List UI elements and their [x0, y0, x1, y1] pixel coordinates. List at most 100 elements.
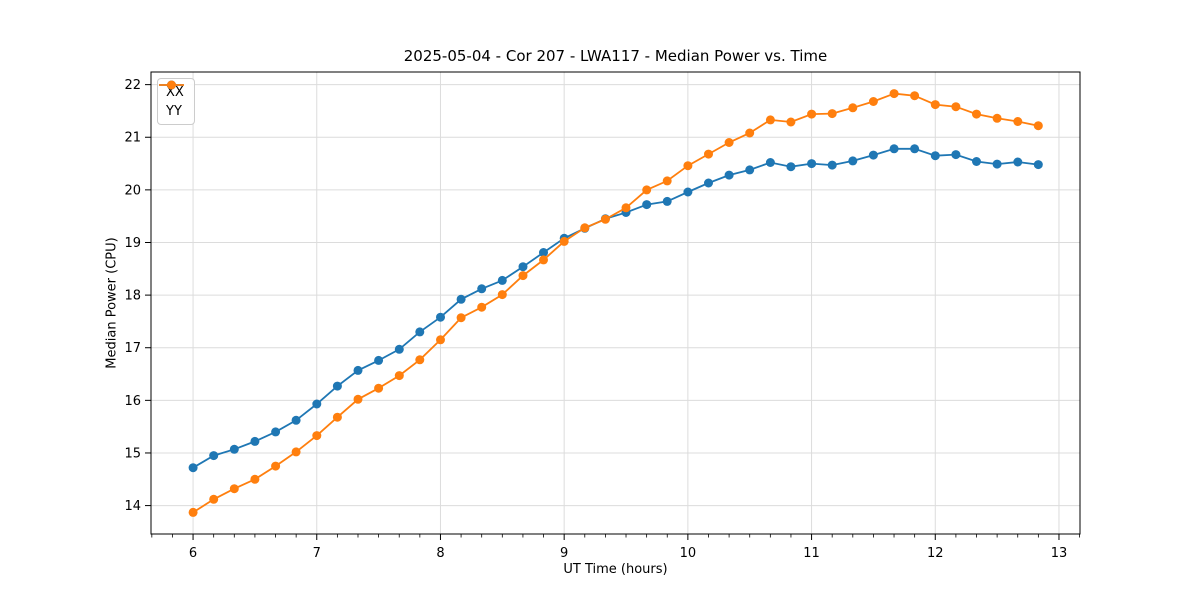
series-xx-marker: [662, 196, 672, 206]
y-tick-label: 15: [124, 446, 141, 461]
series-xx-marker: [271, 427, 281, 437]
series-xx-marker: [807, 159, 817, 169]
series-yy-marker: [972, 109, 981, 119]
y-tick-label: 17: [124, 341, 141, 356]
series-yy-marker: [704, 149, 713, 159]
series-xx-marker: [786, 162, 796, 172]
series-xx-marker: [683, 187, 693, 197]
series-xx-marker: [436, 312, 445, 322]
series-xx-marker: [910, 144, 920, 154]
series-yy-marker: [1033, 121, 1043, 131]
series-xx-marker: [827, 160, 837, 170]
legend-label: YY: [166, 103, 182, 119]
series-yy-marker: [456, 313, 466, 323]
series-xx-marker: [209, 451, 219, 461]
legend-item-yy: YY: [159, 80, 184, 119]
series-yy-marker: [477, 302, 487, 312]
series-xx-marker: [930, 151, 940, 161]
series-xx-marker: [497, 275, 507, 285]
y-tick-label: 18: [124, 289, 141, 304]
series-xx-marker: [188, 463, 198, 473]
series-yy-marker: [930, 100, 940, 110]
series-xx-line: [192, 147, 1039, 469]
series-xx-marker: [312, 399, 322, 409]
x-tick-label: 8: [436, 546, 444, 561]
y-tick-label: 16: [124, 394, 141, 409]
series-yy-marker: [724, 138, 734, 147]
series-xx-marker: [291, 415, 301, 425]
series-xx-marker: [868, 150, 878, 160]
series-yy-marker: [312, 431, 322, 441]
series-yy-marker: [518, 271, 528, 281]
series-yy-marker: [209, 494, 219, 504]
series-yy-marker: [1013, 117, 1023, 126]
series-xx-marker: [724, 170, 734, 180]
y-axis-label: Median Power (CPU): [104, 237, 120, 369]
series-yy-marker: [868, 97, 878, 106]
series-yy-marker: [436, 335, 445, 345]
series-yy-marker: [662, 176, 672, 186]
series-xx-marker: [332, 381, 342, 391]
y-tick-label: 22: [124, 78, 141, 93]
series-yy-marker: [188, 507, 198, 517]
series-yy-marker: [807, 109, 817, 119]
series-yy-marker: [580, 223, 590, 233]
series-yy-marker: [786, 117, 796, 127]
series-yy-marker: [271, 461, 281, 471]
series-yy-marker: [848, 103, 858, 113]
y-tick-label: 20: [124, 183, 141, 198]
series-yy-marker: [250, 474, 260, 484]
series-xx-marker: [250, 436, 260, 446]
legend-swatch-icon: [159, 80, 184, 90]
series-yy-marker: [394, 371, 404, 381]
series-yy-marker: [889, 89, 899, 99]
series-yy-marker: [229, 484, 239, 494]
series-yy-marker: [642, 185, 652, 195]
series-xx-marker: [951, 150, 961, 160]
x-tick-label: 9: [560, 546, 568, 561]
series-xx-marker: [415, 327, 425, 337]
y-tick-label: 14: [124, 499, 141, 514]
x-tick-label: 10: [680, 546, 697, 561]
series-xx-marker: [992, 159, 1002, 169]
y-tick-label: 19: [124, 236, 141, 251]
chart-title: 2025-05-04 - Cor 207 - LWA117 - Median P…: [403, 47, 828, 65]
legend: XX YY: [157, 78, 195, 125]
series-yy-marker: [827, 109, 837, 119]
series-xx-marker: [848, 156, 858, 166]
series-yy-marker: [621, 203, 631, 213]
series-xx-marker: [765, 158, 775, 167]
series-xx-marker: [456, 294, 466, 304]
series-yy-marker: [910, 91, 920, 101]
series-yy-marker: [951, 102, 961, 112]
series-xx-marker: [745, 165, 755, 175]
series-xx-marker: [394, 344, 404, 354]
x-tick-label: 13: [1051, 546, 1068, 561]
series-yy-marker: [683, 161, 693, 171]
series-yy-marker: [291, 447, 301, 457]
series-yy-marker: [353, 394, 363, 404]
series-yy-marker: [559, 236, 569, 246]
y-tick-label: 21: [124, 131, 141, 146]
series-xx-marker: [518, 262, 528, 272]
series-xx-marker: [353, 365, 363, 375]
series-xx-marker: [229, 444, 239, 454]
series-xx-marker: [374, 355, 384, 365]
x-tick-label: 6: [189, 546, 197, 561]
series-yy-marker: [992, 113, 1002, 123]
series-yy-line: [192, 92, 1039, 514]
series-xx-marker: [1033, 160, 1043, 170]
series-xx-marker: [477, 284, 487, 294]
series-yy-marker: [415, 355, 425, 365]
x-axis-label: UT Time (hours): [563, 562, 668, 577]
series-xx-marker: [889, 144, 899, 154]
series-yy-marker: [497, 290, 507, 300]
series-xx-marker: [972, 157, 981, 166]
series-xx-marker: [704, 178, 713, 188]
series-xx-marker: [642, 200, 652, 210]
series-yy-marker: [374, 383, 384, 393]
series-yy-marker: [765, 115, 775, 125]
series-xx-marker: [1013, 157, 1023, 167]
